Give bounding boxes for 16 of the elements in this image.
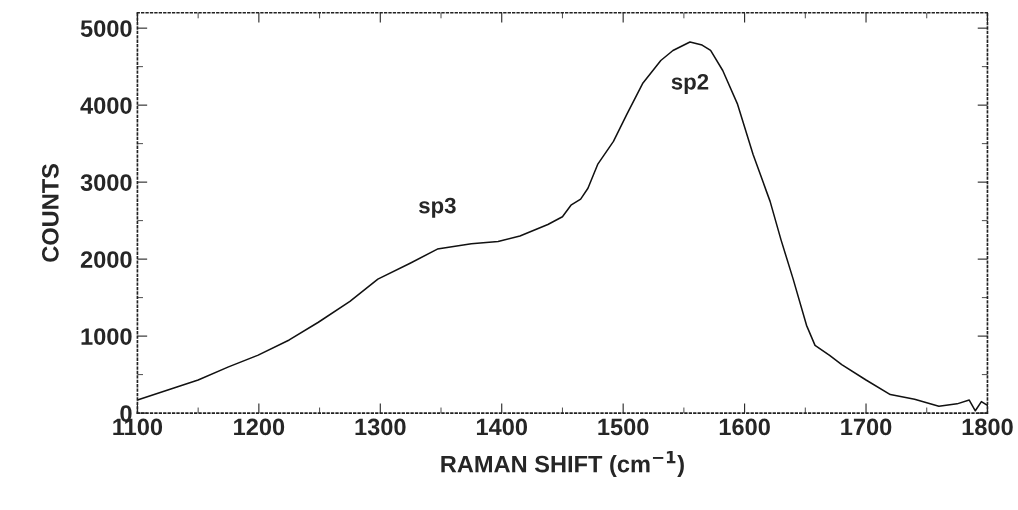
y-tick-label: 4000: [80, 97, 132, 114]
y-tick-label: 3000: [80, 174, 132, 191]
annotation: sp2: [671, 73, 709, 95]
x-tick-label: 1400: [476, 418, 528, 436]
x-axis-title: RAMAN SHIFT (cm$^{−1}$): [441, 451, 684, 478]
y-axis-title: COUNTS: [42, 164, 59, 262]
x-tick-label: 1800: [962, 418, 1013, 436]
x-tick-label: 1200: [234, 418, 285, 436]
y-tick-label: 2000: [80, 251, 132, 268]
x-tick-label: 1700: [841, 418, 892, 436]
annotation: sp3: [419, 197, 456, 218]
x-tick-label: 1500: [598, 418, 649, 436]
x-tick-label: 1600: [719, 418, 770, 436]
y-tick-label: 1000: [81, 328, 132, 345]
x-tick-label: 1300: [355, 418, 406, 436]
y-tick-label: 5000: [80, 20, 132, 37]
